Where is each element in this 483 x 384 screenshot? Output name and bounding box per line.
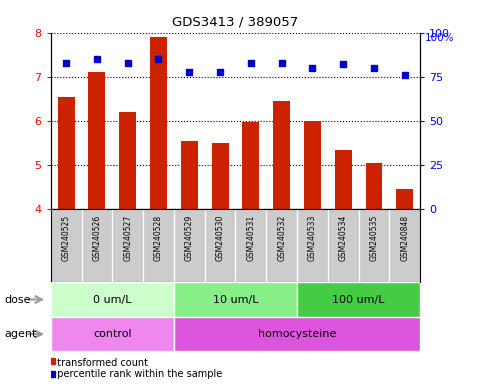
- Bar: [366, 163, 383, 384]
- Bar: [397, 189, 413, 384]
- Point: [93, 56, 101, 62]
- Point: [155, 56, 162, 62]
- Point: [62, 60, 70, 66]
- Bar: [51, 317, 174, 351]
- Text: 100 um/L: 100 um/L: [332, 295, 385, 305]
- Text: GSM240535: GSM240535: [369, 215, 379, 262]
- Bar: [181, 141, 198, 384]
- Text: GSM240534: GSM240534: [339, 215, 348, 262]
- Bar: [273, 101, 290, 384]
- Bar: [335, 150, 352, 384]
- Text: transformed count: transformed count: [51, 358, 148, 368]
- Text: GSM240528: GSM240528: [154, 215, 163, 261]
- Bar: [242, 122, 259, 384]
- Bar: [174, 282, 297, 317]
- Text: GSM240531: GSM240531: [246, 215, 256, 262]
- Text: percentile rank within the sample: percentile rank within the sample: [51, 369, 222, 379]
- Text: GSM240525: GSM240525: [62, 215, 71, 262]
- Point: [309, 65, 316, 71]
- Point: [401, 72, 409, 78]
- Text: control: control: [93, 329, 131, 339]
- Text: GSM240533: GSM240533: [308, 215, 317, 262]
- Text: 0 um/L: 0 um/L: [93, 295, 131, 305]
- Text: GSM240848: GSM240848: [400, 215, 409, 261]
- Point: [185, 68, 193, 74]
- Bar: [51, 282, 174, 317]
- Bar: [304, 121, 321, 384]
- Bar: [297, 282, 420, 317]
- Bar: [119, 112, 136, 384]
- Text: GSM240529: GSM240529: [185, 215, 194, 262]
- Point: [216, 68, 224, 74]
- Point: [124, 60, 131, 66]
- Text: GSM240526: GSM240526: [92, 215, 101, 262]
- Point: [370, 65, 378, 71]
- Bar: [57, 97, 74, 384]
- Text: 100%: 100%: [425, 33, 455, 43]
- Bar: [150, 37, 167, 384]
- Point: [278, 60, 285, 66]
- Text: GDS3413 / 389057: GDS3413 / 389057: [172, 16, 298, 29]
- Point: [247, 60, 255, 66]
- Text: homocysteine: homocysteine: [258, 329, 336, 339]
- Text: GSM240527: GSM240527: [123, 215, 132, 262]
- Text: dose: dose: [5, 295, 31, 305]
- Bar: [88, 73, 105, 384]
- Bar: [174, 317, 420, 351]
- Point: [340, 61, 347, 68]
- Text: GSM240532: GSM240532: [277, 215, 286, 262]
- Text: agent: agent: [5, 329, 37, 339]
- Bar: [212, 143, 228, 384]
- Text: GSM240530: GSM240530: [215, 215, 225, 262]
- Text: 10 um/L: 10 um/L: [213, 295, 258, 305]
